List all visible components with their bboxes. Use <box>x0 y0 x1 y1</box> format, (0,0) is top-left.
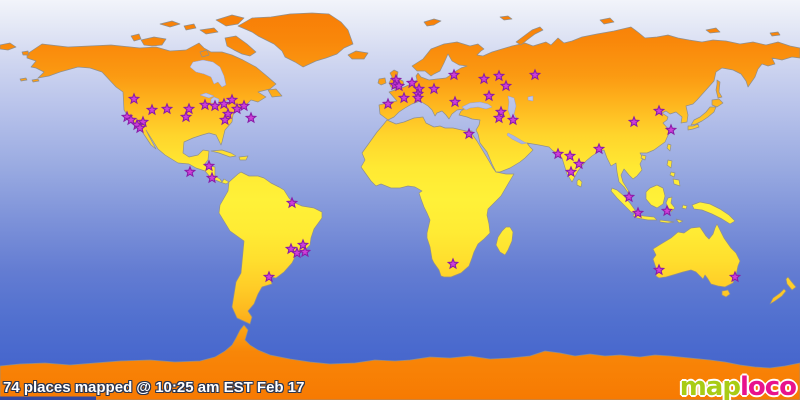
landmass-borneo <box>645 184 666 209</box>
landmass-luzon <box>666 159 673 169</box>
landmass-devon-island <box>199 27 219 35</box>
aral-sea <box>527 95 534 102</box>
landmass-iceland <box>347 50 369 60</box>
landmass-new-zealand-north <box>785 276 797 291</box>
landmass-banks-island <box>130 33 142 42</box>
landmass-aleutians <box>19 77 40 83</box>
landmass-cuba <box>210 149 237 158</box>
landmass-ellesmere-island <box>215 14 245 27</box>
landmass-honshu <box>690 106 717 126</box>
landmass-arctic-islet-1 <box>159 20 181 28</box>
landmass-new-zealand-south <box>769 288 787 305</box>
landmass-madagascar <box>495 226 514 256</box>
landmass-new-siberian-islands <box>705 27 721 34</box>
landmass-mindanao <box>672 178 681 187</box>
landmass-australia <box>652 223 741 288</box>
landmass-southampton-island <box>199 49 210 58</box>
place-star <box>184 166 196 177</box>
landmass-severnaya-zemlya <box>599 17 615 25</box>
lake-superior <box>199 92 215 99</box>
landmass-kyushu-shikoku <box>687 123 700 131</box>
maploco-logo-loco-text: loco <box>739 372 797 400</box>
landmass-hainan <box>640 154 647 161</box>
landmass-arctic-islet-2 <box>183 23 197 31</box>
landmass-baffin-island <box>224 35 257 57</box>
landmass-hispaniola <box>238 155 249 161</box>
landmass-sakhalin <box>715 79 723 99</box>
landmass-north-america <box>26 42 277 185</box>
inland-seas <box>189 59 534 145</box>
landmass-franz-josef <box>499 15 513 21</box>
landmass-south-america <box>218 171 323 325</box>
maploco-logo-map-text: map <box>679 372 741 400</box>
landmass-st-lawrence-island <box>21 50 30 56</box>
landmass-tasmania <box>721 289 731 298</box>
landmass-moluccas <box>681 204 688 210</box>
landmass-wrangel-island <box>769 31 781 37</box>
landmass-novaya-zemlya <box>515 26 544 46</box>
landmass-taiwan <box>666 143 672 152</box>
persian-gulf <box>506 132 528 145</box>
antarctic-coastal-water <box>0 396 96 400</box>
landmass-sri-lanka <box>576 178 583 188</box>
landmass-victoria-island <box>140 36 167 47</box>
landmass-lesser-sunda <box>659 219 675 224</box>
landmass-antarctica <box>0 324 800 400</box>
landmass-newfoundland <box>267 88 283 98</box>
landmass-greenland <box>237 12 354 68</box>
landmass-hokkaido <box>711 98 724 108</box>
landmass-timor <box>675 218 684 224</box>
landmasses <box>0 12 800 400</box>
black-sea <box>461 101 493 111</box>
maploco-logo[interactable]: maploco <box>679 372 797 400</box>
landmass-new-guinea <box>691 201 736 225</box>
landmass-visayas <box>669 171 676 178</box>
landmass-eurasia <box>378 26 800 198</box>
landmass-chukotka-wrap <box>0 42 17 51</box>
landmass-svalbard <box>423 18 442 27</box>
landmass-sulawesi <box>665 196 676 213</box>
places-mapped-caption: 74 places mapped @ 10:25 am EST Feb 17 <box>3 379 305 396</box>
landmass-ireland <box>377 77 387 86</box>
place-star <box>245 112 257 123</box>
hudson-bay <box>189 59 227 88</box>
